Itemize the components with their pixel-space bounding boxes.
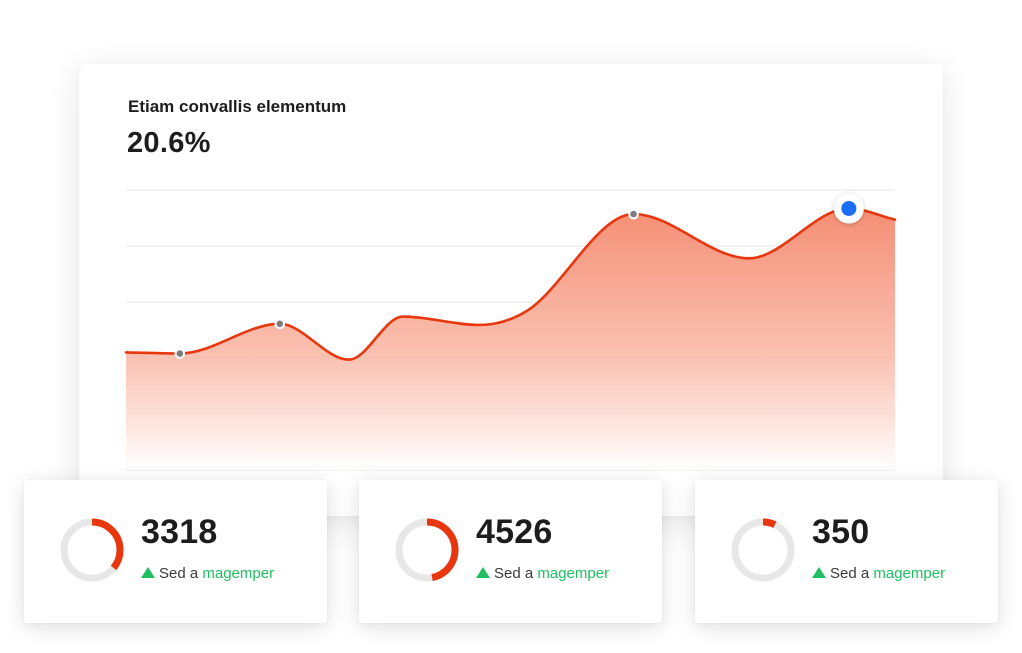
- triangle-up-icon: [141, 567, 155, 578]
- stat-number: 4526: [476, 513, 553, 551]
- stat-card-2: 4526 Sed a magemper: [359, 480, 662, 623]
- area-chart: [124, 189, 897, 471]
- donut-progress: [395, 518, 459, 582]
- donut-chart-3: [731, 518, 795, 582]
- stat-link[interactable]: magemper: [873, 565, 946, 582]
- stat-text: Sed a: [159, 565, 199, 582]
- series-line: [124, 207, 897, 361]
- card-title: Etiam convallis elementum: [128, 97, 347, 116]
- stat-text: Sed a: [494, 565, 534, 582]
- stat-subtext: Sed a magemper: [141, 565, 274, 582]
- series-markers: [174, 193, 864, 359]
- stat-subtext: Sed a magemper: [812, 565, 945, 582]
- donut-chart-2: [395, 518, 459, 582]
- donut-progress: [731, 518, 795, 582]
- stat-card-3: 350 Sed a magemper: [695, 480, 998, 623]
- donut-progress: [60, 518, 124, 582]
- series-area: [126, 208, 895, 471]
- donut-track: [731, 518, 795, 582]
- stat-number: 350: [812, 513, 870, 551]
- highlight-point[interactable]: [841, 200, 857, 216]
- stat-subtext: Sed a magemper: [476, 565, 609, 582]
- chart-card: Etiam convallis elementum 20.6%: [79, 64, 943, 516]
- card-value: 20.6%: [127, 127, 211, 159]
- data-point[interactable]: [174, 348, 186, 359]
- data-point[interactable]: [274, 318, 286, 330]
- triangle-up-icon: [812, 567, 826, 578]
- data-point[interactable]: [628, 208, 639, 220]
- stat-card-1: 3318 Sed a magemper: [24, 480, 327, 623]
- stat-text: Sed a: [830, 565, 870, 582]
- stat-link[interactable]: magemper: [537, 565, 610, 582]
- stat-link[interactable]: magemper: [202, 565, 275, 582]
- triangle-up-icon: [476, 567, 490, 578]
- stat-number: 3318: [141, 513, 218, 551]
- donut-chart-1: [60, 518, 124, 582]
